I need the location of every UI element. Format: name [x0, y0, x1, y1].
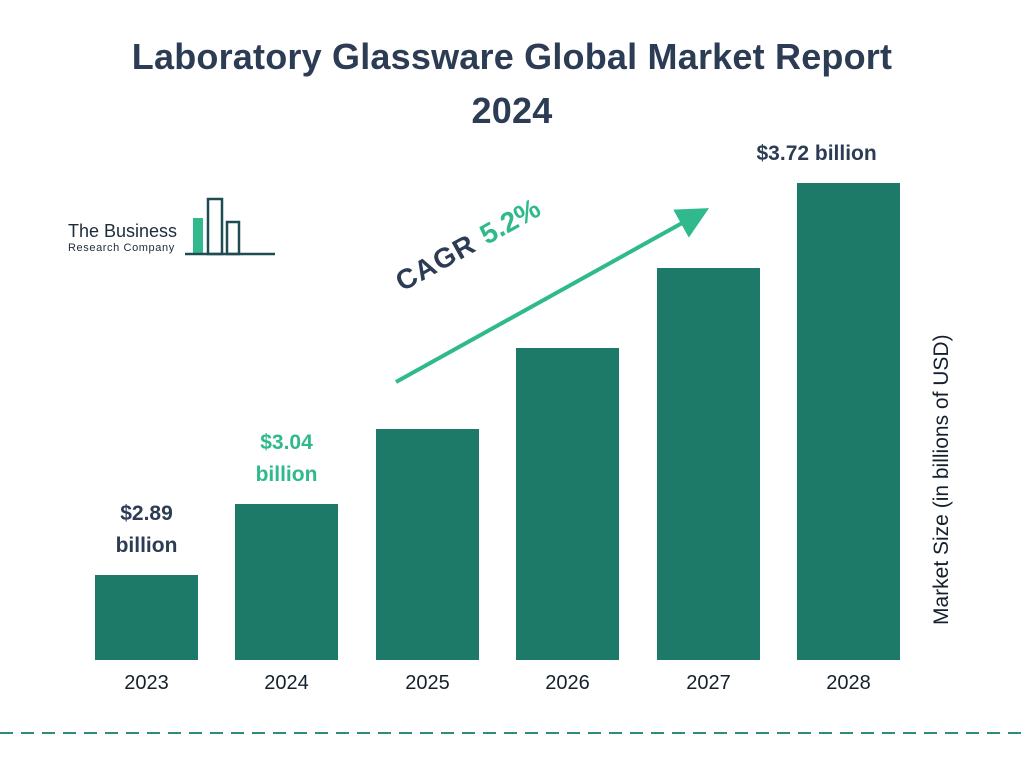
bar-2024 — [235, 504, 338, 660]
bar-2026 — [516, 348, 619, 660]
value-label-2028: $3.72 billion — [756, 142, 877, 166]
x-tick-2023: 2023 — [124, 672, 169, 694]
bar-chart: 2023 $2.89 billion 2024 $3.04 billion 2025 20… — [95, 142, 940, 694]
bar-2027 — [657, 268, 760, 660]
bar-2023 — [95, 575, 198, 660]
company-logo: The Business Research Company — [68, 196, 279, 260]
x-tick-2027: 2027 — [686, 672, 731, 694]
logo-text: The Business Research Company — [68, 221, 177, 260]
y-axis-label: Market Size (in billions of USD) — [930, 334, 953, 626]
chart-title-line1: Laboratory Glassware Global Market Repor… — [131, 36, 893, 77]
logo-text-line1: The Business — [68, 221, 178, 241]
x-tick-2025: 2025 — [405, 672, 450, 694]
logo-text-line2: Research Company — [68, 242, 175, 254]
chart-title: Laboratory Glassware Global Market Repor… — [50, 30, 974, 138]
x-tick-2028: 2028 — [826, 672, 871, 694]
bar-2028 — [797, 183, 900, 660]
x-tick-2026: 2026 — [545, 672, 590, 694]
x-tick-2024: 2024 — [264, 672, 309, 694]
logo-bars-icon — [185, 197, 276, 256]
value-label-2024: $3.04 billion — [255, 430, 318, 487]
value-label-2023: $2.89 billion — [115, 501, 178, 558]
bar-2025 — [376, 429, 479, 660]
bottom-dashed-divider — [0, 732, 1024, 734]
chart-title-line2: 2024 — [471, 90, 553, 131]
